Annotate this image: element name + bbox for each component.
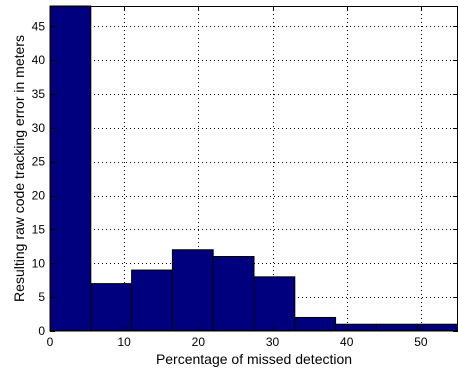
y-tick-label: 45 xyxy=(32,19,46,33)
x-axis-label: Percentage of missed detection xyxy=(156,351,352,367)
x-tick-label: 30 xyxy=(266,335,280,349)
histogram-bar xyxy=(335,323,377,332)
histogram-bar xyxy=(375,323,418,332)
histogram-bar xyxy=(253,276,296,332)
y-tick-label: 10 xyxy=(32,256,46,270)
histogram-bar xyxy=(294,316,337,332)
histogram-bar xyxy=(49,5,92,332)
histogram-bar xyxy=(212,256,255,332)
y-tick-label: 20 xyxy=(32,189,46,203)
y-tick-label: 40 xyxy=(32,53,46,67)
x-tick-label: 20 xyxy=(192,335,206,349)
bars xyxy=(49,5,458,332)
histogram-bar xyxy=(131,269,173,332)
histogram-bar xyxy=(90,283,133,332)
y-tick-label: 30 xyxy=(32,121,46,135)
y-axis-label: Resulting raw code tracking error in met… xyxy=(11,35,27,302)
x-tick-label: 10 xyxy=(118,335,132,349)
y-tick-label: 0 xyxy=(38,324,45,338)
y-tick-label: 15 xyxy=(32,222,46,236)
y-tick-label: 5 xyxy=(38,290,45,304)
y-tick-label: 25 xyxy=(32,155,46,169)
grid xyxy=(50,6,458,331)
y-tick-label: 35 xyxy=(32,87,46,101)
x-tick-label: 0 xyxy=(47,335,54,349)
x-tick-label: 50 xyxy=(414,335,428,349)
x-tick-label: 40 xyxy=(340,335,354,349)
axis-ticks: 0 10 20 30 40 50 0 5 10 15 20 25 30 35 40 45 xyxy=(32,6,458,349)
histogram-bar xyxy=(416,323,458,332)
histogram-bar xyxy=(171,249,214,332)
